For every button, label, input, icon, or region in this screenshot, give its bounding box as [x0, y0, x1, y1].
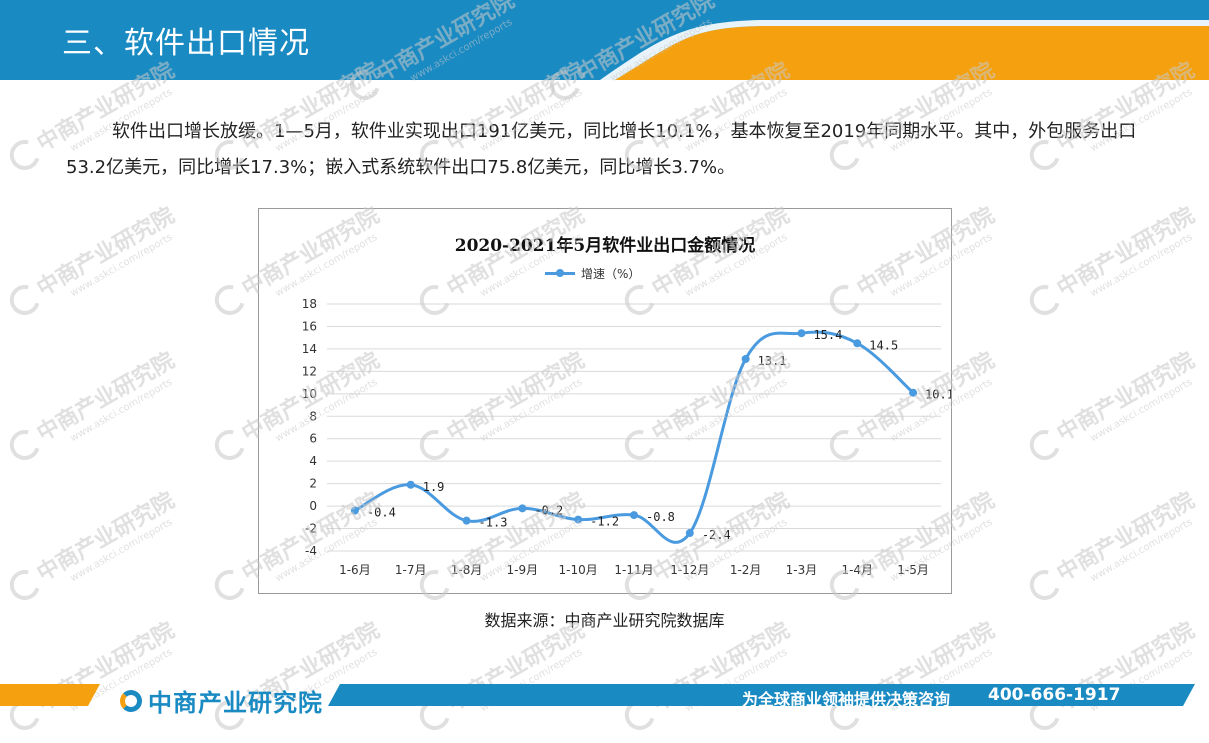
y-tick-label: 18: [302, 297, 317, 311]
watermark-logo-icon: [1024, 279, 1066, 321]
watermark: 中商产业研究院 www.askci.com/reports: [4, 483, 185, 606]
body-paragraph: 软件出口增长放缓。1—5月，软件业实现出口191亿美元，同比增长10.1%，基本…: [66, 121, 1137, 178]
watermark-logo-icon: [1024, 564, 1066, 606]
y-tick-label: 14: [302, 342, 317, 356]
watermark-logo-icon: [209, 279, 251, 321]
watermark-cn: 中商产业研究院: [1053, 348, 1199, 447]
data-point: [741, 355, 750, 364]
data-point: [574, 515, 583, 524]
data-point: [350, 506, 359, 515]
data-label: 1.9: [423, 480, 445, 494]
data-label: -1.2: [590, 515, 619, 529]
data-label: 14.5: [869, 338, 898, 352]
data-label: -0.8: [646, 510, 675, 524]
y-tick-label: 16: [302, 319, 317, 333]
watermark: 中商产业研究院 www.askci.com/reports: [1024, 343, 1205, 466]
data-label: 10.1: [925, 388, 951, 402]
data-label: 15.4: [813, 328, 842, 342]
x-tick-label: 1-5月: [897, 563, 929, 577]
data-label: -0.2: [534, 503, 563, 517]
page-title: 三、软件出口情况: [62, 26, 310, 61]
watermark-en: www.askci.com/reports: [1088, 376, 1195, 445]
y-tick-label: 4: [309, 454, 317, 468]
data-label: 13.1: [758, 354, 787, 368]
watermark: 中商产业研究院 www.askci.com/reports: [1024, 483, 1205, 606]
y-tick-label: 6: [309, 432, 317, 446]
header-banner: 三、软件出口情况: [0, 0, 1209, 80]
header-background: [0, 0, 1209, 80]
chart-title: 2020-2021年5月软件业出口金额情况: [454, 236, 756, 256]
watermark-logo-icon: [1024, 424, 1066, 466]
footer-slogan: 为全球商业领袖提供决策咨询: [742, 690, 951, 709]
x-tick-label: 1-2月: [730, 563, 762, 577]
watermark-logo-icon: [4, 564, 46, 606]
y-tick-label: 2: [309, 477, 317, 491]
data-source: 数据来源：中商产业研究院数据库: [484, 611, 725, 630]
data-point: [909, 388, 918, 397]
series-line: [354, 330, 915, 544]
footer-phone: 400-666-1917: [988, 685, 1121, 705]
watermark-en: www.askci.com/reports: [1088, 231, 1195, 300]
data-point: [685, 529, 694, 538]
logo-icon: [120, 689, 142, 712]
footer-logo-text: 中商产业研究院: [148, 689, 323, 717]
data-label: -0.4: [367, 506, 396, 520]
watermark-cn: 中商产业研究院: [33, 203, 179, 302]
watermark: 中商产业研究院 www.askci.com/reports: [4, 198, 185, 321]
watermark-logo-icon: [4, 424, 46, 466]
data-point: [406, 480, 415, 489]
legend-label: 增速（%）: [581, 267, 641, 281]
watermark-logo-icon: [209, 564, 251, 606]
footer-bar: [0, 678, 1209, 718]
watermark-en: www.askci.com/reports: [68, 231, 175, 300]
y-tick-label: 10: [302, 387, 317, 401]
x-tick-label: 1-10月: [559, 563, 598, 577]
chart-container: 2020-2021年5月软件业出口金额情况 增速（%） 18 16 14 12 10 8 6…: [258, 208, 952, 594]
data-label: -2.4: [702, 528, 731, 542]
x-tick-label: 1-4月: [841, 563, 873, 577]
data-point: [853, 339, 862, 348]
x-tick-label: 1-7月: [395, 563, 427, 577]
x-tick-label: 1-9月: [507, 563, 539, 577]
x-tick-label: 1-11月: [614, 563, 653, 577]
line-chart: 18 16 14 12 10 8 6 4 2 0 -2 -4 1-6月 1-7月 1-8月 1-9月 1-10月…: [302, 297, 951, 577]
footer-background: [0, 684, 1195, 706]
footer-logo: 中商产业研究院: [120, 683, 323, 718]
chart-legend: 增速（%）: [545, 265, 640, 282]
y-tick-label: -4: [305, 544, 317, 558]
watermark-cn: 中商产业研究院: [33, 348, 179, 447]
legend-line-marker: [545, 269, 575, 277]
x-tick-label: 1-3月: [786, 563, 818, 577]
watermark-en: www.askci.com/reports: [68, 516, 175, 585]
x-tick-label: 1-6月: [339, 563, 371, 577]
watermark-logo-icon: [209, 424, 251, 466]
y-tick-label: 8: [309, 409, 317, 423]
watermark-logo-icon: [4, 134, 46, 176]
y-tick-label: 12: [302, 364, 317, 378]
x-tick-label: 1-12月: [670, 563, 709, 577]
watermark: 中商产业研究院 www.askci.com/reports: [1024, 198, 1205, 321]
watermark-en: www.askci.com/reports: [68, 376, 175, 445]
watermark-cn: 中商产业研究院: [1053, 203, 1199, 302]
data-point: [462, 516, 471, 525]
data-point: [797, 329, 806, 338]
y-tick-label: -2: [305, 522, 317, 536]
watermark-en: www.askci.com/reports: [1088, 516, 1195, 585]
watermark-cn: 中商产业研究院: [33, 488, 179, 587]
watermark: 中商产业研究院 www.askci.com/reports: [4, 343, 185, 466]
data-label: -1.3: [479, 516, 508, 530]
watermark-cn: 中商产业研究院: [1053, 488, 1199, 587]
data-point: [630, 511, 638, 520]
y-tick-label: 0: [309, 499, 317, 513]
data-point: [518, 504, 527, 513]
x-tick-label: 1-8月: [451, 563, 483, 577]
watermark-logo-icon: [4, 279, 46, 321]
